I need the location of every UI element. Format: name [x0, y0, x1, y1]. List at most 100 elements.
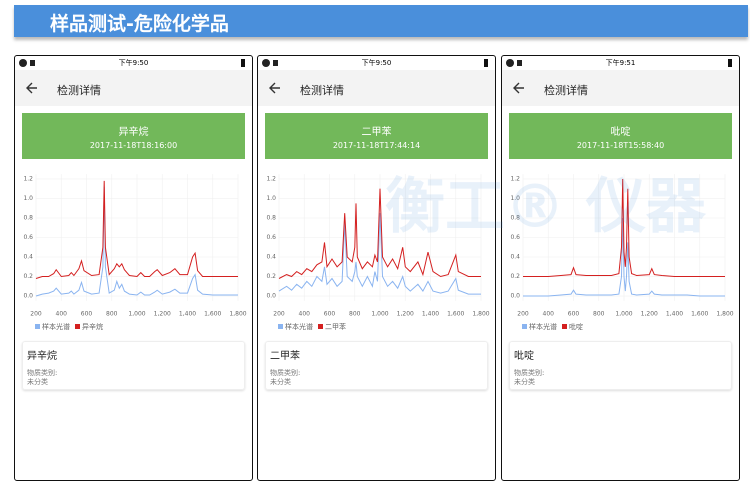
x-tick-label: 1,600 — [447, 310, 464, 317]
legend-swatch — [318, 324, 323, 329]
spectrum-line — [278, 188, 481, 279]
nav-bar: 检测详情 — [502, 70, 739, 106]
result-card: 二甲苯 2017-11-18T17:44:14 — [265, 113, 488, 159]
y-tick-label: 0.4 — [23, 254, 33, 261]
x-tick-label: 1,600 — [691, 310, 708, 317]
x-tick-label: 400 — [543, 310, 555, 317]
nav-bar: 检测详情 — [15, 70, 252, 106]
info-card: 二甲苯 物质类别: 未分类 — [265, 341, 488, 390]
spectrum-line — [35, 180, 238, 279]
result-timestamp: 2017-11-18T17:44:14 — [332, 141, 421, 150]
legend-label: 异辛烷 — [82, 322, 103, 331]
y-tick-label: 0.0 — [510, 293, 520, 300]
x-tick-label: 1,200 — [397, 310, 414, 317]
icon — [19, 59, 27, 67]
status-bar: 下午9:50 — [15, 56, 252, 70]
y-tick-label: 0.8 — [510, 214, 520, 221]
icon — [506, 59, 514, 67]
x-tick-label: 1,200 — [154, 310, 171, 317]
info-name: 二甲苯 — [270, 351, 300, 362]
y-tick-label: 0.8 — [23, 214, 33, 221]
spectrum-chart: 0.0 0.2 0.4 0.6 0.8 1.0 1.2 200 400 600 800 1,000 1,… — [23, 174, 247, 331]
back-arrow[interactable] — [25, 81, 39, 95]
result-timestamp: 2017-11-18T18:16:00 — [89, 141, 178, 150]
icon — [273, 60, 278, 66]
battery-icon — [484, 59, 488, 67]
y-tick-label: 0.0 — [266, 293, 276, 300]
x-tick-label: 800 — [106, 310, 118, 317]
status-bar: 下午9:50 — [258, 56, 495, 70]
nav-bar: 检测详情 — [258, 70, 495, 106]
y-tick-label: 0.2 — [23, 273, 33, 280]
x-tick-label: 600 — [81, 310, 93, 317]
status-bar: 下午9:51 — [502, 56, 739, 70]
x-tick-label: 600 — [324, 310, 336, 317]
back-arrow[interactable] — [268, 81, 282, 95]
category-value: 未分类 — [27, 378, 48, 386]
x-tick-label: 1,200 — [641, 310, 658, 317]
phone-screen: 下午9:51 检测详情吡啶 2017-11-18T15:58:40 0.0 0.2 0.4… — [501, 55, 740, 481]
x-tick-label: 1,400 — [179, 310, 196, 317]
result-name: 吡啶 — [610, 127, 631, 138]
icon — [517, 60, 522, 66]
status-icons — [262, 59, 488, 67]
legend-label: 样本光谱 — [42, 322, 70, 331]
x-tick-label: 1,000 — [128, 310, 145, 317]
x-tick-label: 200 — [517, 310, 529, 317]
legend-swatch — [35, 324, 40, 329]
phone-screen: 下午9:50 检测详情 二甲苯 2017-11-18T17:44:14 0.0 0.2 0.… — [257, 55, 496, 481]
header-bar: 样品测试-危险化学品 — [14, 5, 748, 37]
y-tick-label: 0.6 — [266, 234, 276, 241]
x-tick-label: 1,800 — [472, 310, 489, 317]
x-tick-label: 1,000 — [615, 310, 632, 317]
nav-title: 检测详情 — [57, 84, 101, 97]
y-tick-label: 0.4 — [510, 254, 520, 261]
back-arrow[interactable] — [512, 81, 526, 95]
legend-label: 样本光谱 — [529, 322, 557, 331]
y-tick-label: 1.0 — [23, 195, 33, 202]
y-tick-label: 1.2 — [266, 175, 276, 182]
spectrum-line — [523, 178, 725, 277]
status-time: 下午9:51 — [605, 59, 636, 67]
x-tick-label: 1,000 — [371, 310, 388, 317]
y-tick-label: 1.0 — [510, 195, 520, 202]
legend-label: 样本光谱 — [285, 322, 313, 331]
x-tick-label: 1,800 — [229, 310, 246, 317]
info-card: 吡啶 物质类别: 未分类 — [509, 341, 732, 390]
x-tick-label: 600 — [568, 310, 580, 317]
legend-label: 二甲苯 — [325, 322, 346, 331]
x-tick-label: 200 — [273, 310, 285, 317]
category-label: 物质类别: — [514, 369, 545, 377]
x-tick-label: 1,400 — [422, 310, 439, 317]
arrow — [513, 82, 524, 94]
info-name: 异辛烷 — [27, 351, 57, 362]
icon — [30, 60, 35, 66]
header-title: 样品测试-危险化学品 — [50, 13, 229, 35]
status-time: 下午9:50 — [118, 59, 149, 67]
info-name: 吡啶 — [514, 351, 534, 362]
result-card: 吡啶 2017-11-18T15:58:40 — [509, 113, 732, 159]
status-time: 下午9:50 — [361, 59, 392, 67]
category-label: 物质类别: — [27, 369, 58, 377]
icon — [262, 59, 270, 67]
y-tick-label: 1.2 — [23, 175, 33, 182]
y-tick-label: 0.2 — [510, 273, 520, 280]
y-tick-label: 1.0 — [266, 195, 276, 202]
x-tick-label: 400 — [56, 310, 68, 317]
x-tick-label: 200 — [30, 310, 42, 317]
spectrum-line — [278, 213, 481, 295]
spectrum-chart: 0.0 0.2 0.4 0.6 0.8 1.0 1.2 200 400 600 800 1,000 1,… — [510, 174, 734, 331]
arrow — [26, 82, 37, 94]
legend-label: 吡啶 — [569, 322, 583, 331]
x-tick-label: 400 — [299, 310, 311, 317]
legend-swatch — [522, 324, 527, 329]
category-value: 未分类 — [270, 378, 291, 386]
nav-title: 检测详情 — [544, 84, 588, 97]
nav-title: 检测详情 — [300, 84, 344, 97]
x-tick-label: 1,400 — [666, 310, 683, 317]
status-icons — [506, 59, 732, 67]
y-tick-label: 0.4 — [266, 254, 276, 261]
y-tick-label: 0.0 — [23, 293, 33, 300]
y-tick-label: 0.2 — [266, 273, 276, 280]
